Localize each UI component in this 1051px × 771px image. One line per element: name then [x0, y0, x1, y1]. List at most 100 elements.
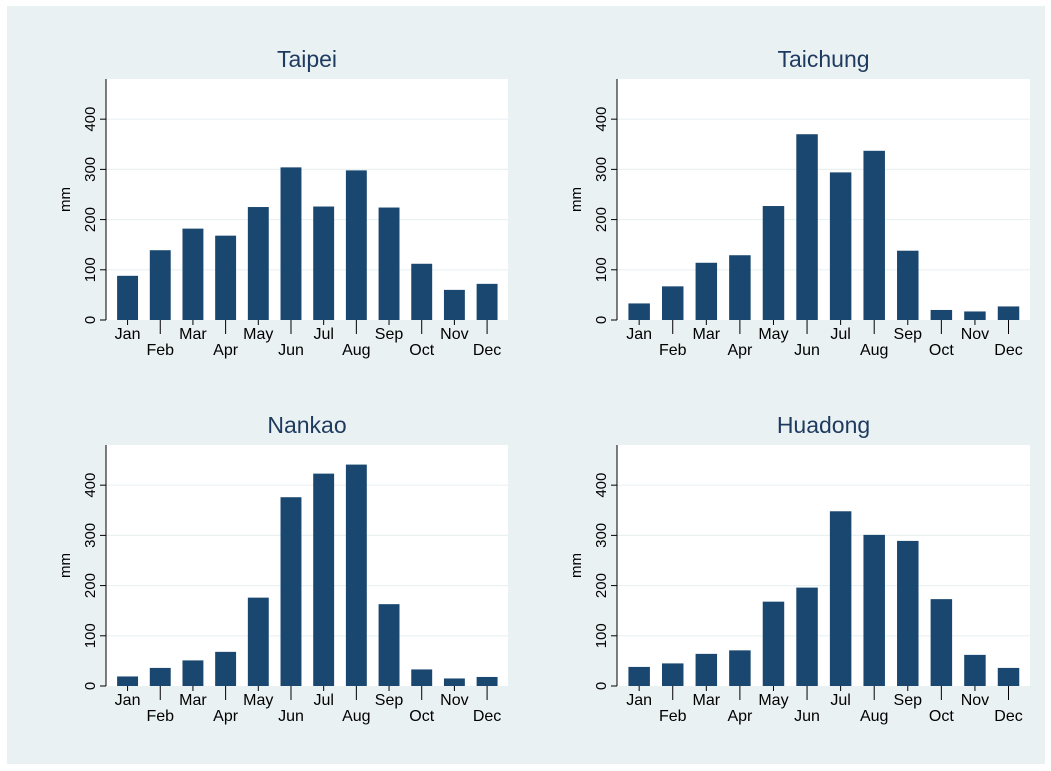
bar-jun: [280, 497, 302, 686]
x-tick-label-may: May: [758, 692, 788, 709]
x-tick-label-jun: Jun: [794, 342, 820, 359]
y-axis-label: mm: [568, 187, 585, 212]
bar-dec: [997, 306, 1020, 320]
bar-jul: [313, 473, 335, 686]
x-tick-label-feb: Feb: [146, 708, 174, 725]
x-tick-label-jun: Jun: [794, 708, 820, 725]
bar-sep: [378, 604, 400, 686]
bar-dec: [476, 676, 498, 686]
bar-feb: [149, 667, 171, 686]
x-tick-label-feb: Feb: [659, 708, 687, 725]
x-tick-label-jul: Jul: [830, 692, 850, 709]
x-tick-label-jul: Jul: [830, 326, 850, 343]
bar-jan: [117, 676, 139, 686]
x-tick-label-oct: Oct: [929, 342, 954, 359]
y-tick-label: 400: [593, 473, 610, 498]
x-tick-label-apr: Apr: [213, 708, 239, 725]
x-tick-label-oct: Oct: [409, 342, 434, 359]
bar-may: [247, 207, 269, 320]
x-tick-label-dec: Dec: [994, 342, 1022, 359]
bar-jul: [829, 511, 852, 686]
x-tick-label-aug: Aug: [342, 342, 370, 359]
bar-jul: [313, 206, 335, 320]
y-tick-label: 300: [593, 523, 610, 548]
bar-apr: [729, 650, 751, 686]
x-tick-label-aug: Aug: [342, 708, 370, 725]
x-tick-label-sep: Sep: [375, 326, 404, 343]
bar-nov: [443, 678, 465, 686]
y-tick-label: 100: [593, 257, 610, 282]
x-tick-label-jul: Jul: [313, 692, 333, 709]
bar-feb: [661, 663, 684, 686]
x-tick-label-aug: Aug: [860, 708, 888, 725]
bar-dec: [997, 667, 1020, 686]
y-axis-label: mm: [57, 187, 74, 212]
x-tick-label-nov: Nov: [961, 326, 989, 343]
x-tick-label-aug: Aug: [860, 342, 888, 359]
x-tick-label-nov: Nov: [440, 692, 468, 709]
bar-aug: [863, 150, 885, 320]
x-tick-label-feb: Feb: [146, 342, 174, 359]
x-tick-label-sep: Sep: [375, 692, 404, 709]
x-tick-label-mar: Mar: [179, 326, 207, 343]
bar-jan: [628, 303, 650, 320]
x-tick-label-mar: Mar: [693, 326, 721, 343]
y-tick-label: 400: [82, 473, 99, 498]
x-tick-label-nov: Nov: [440, 326, 468, 343]
x-tick-label-sep: Sep: [894, 692, 923, 709]
bar-may: [247, 597, 269, 686]
bar-apr: [729, 255, 751, 320]
bar-mar: [182, 228, 204, 320]
bar-apr: [215, 235, 237, 320]
bar-jul: [829, 172, 852, 320]
bar-oct: [411, 263, 433, 320]
x-tick-label-jan: Jan: [626, 326, 652, 343]
y-tick-label: 0: [593, 682, 610, 690]
bar-may: [762, 601, 785, 686]
bar-sep: [897, 250, 919, 320]
bar-mar: [695, 262, 718, 320]
bar-nov: [964, 654, 986, 686]
bar-apr: [215, 651, 237, 686]
bar-jun: [280, 167, 302, 320]
chart-title: Nankao: [267, 412, 346, 438]
bar-aug: [345, 170, 367, 320]
x-tick-label-nov: Nov: [961, 692, 989, 709]
bar-jan: [117, 275, 139, 320]
x-tick-label-jun: Jun: [278, 708, 304, 725]
y-tick-label: 100: [593, 623, 610, 648]
bar-dec: [476, 283, 498, 320]
x-tick-label-oct: Oct: [409, 708, 434, 725]
x-tick-label-feb: Feb: [659, 342, 687, 359]
bar-feb: [149, 250, 171, 320]
plot-region: [106, 445, 508, 686]
y-tick-label: 300: [593, 157, 610, 182]
chart-svg: 0100200300400mmJanFebMarAprMayJunJulAugS…: [7, 6, 1045, 764]
plot-region: [617, 445, 1030, 686]
bar-sep: [897, 540, 919, 686]
x-tick-label-dec: Dec: [994, 708, 1022, 725]
bar-mar: [695, 653, 718, 686]
x-tick-label-jan: Jan: [626, 692, 652, 709]
chart-title: Taichung: [777, 46, 869, 72]
chart-panel-1: 0 100 200 300 400 mm Jan Feb Mar Apr May Jun Jul Aug S…: [568, 46, 1030, 359]
y-tick-label: 400: [82, 107, 99, 132]
x-tick-label-dec: Dec: [473, 342, 501, 359]
x-tick-label-jan: Jan: [115, 692, 141, 709]
x-tick-label-jul: Jul: [313, 326, 333, 343]
bar-nov: [964, 311, 986, 320]
bar-jan: [628, 666, 650, 686]
bar-may: [762, 206, 785, 320]
x-tick-label-may: May: [243, 692, 273, 709]
bar-mar: [182, 660, 204, 686]
y-tick-label: 200: [593, 207, 610, 232]
bar-oct: [930, 599, 953, 686]
y-axis-label: mm: [57, 553, 74, 578]
x-tick-label-jun: Jun: [278, 342, 304, 359]
chart-figure: 0 100 200 300 400 mm Jan Feb Mar Apr May Jun Jul Aug S…: [7, 6, 1045, 764]
y-tick-label: 0: [82, 682, 99, 690]
x-tick-label-jan: Jan: [115, 326, 141, 343]
x-tick-label-apr: Apr: [213, 342, 239, 359]
y-tick-label: 300: [82, 523, 99, 548]
